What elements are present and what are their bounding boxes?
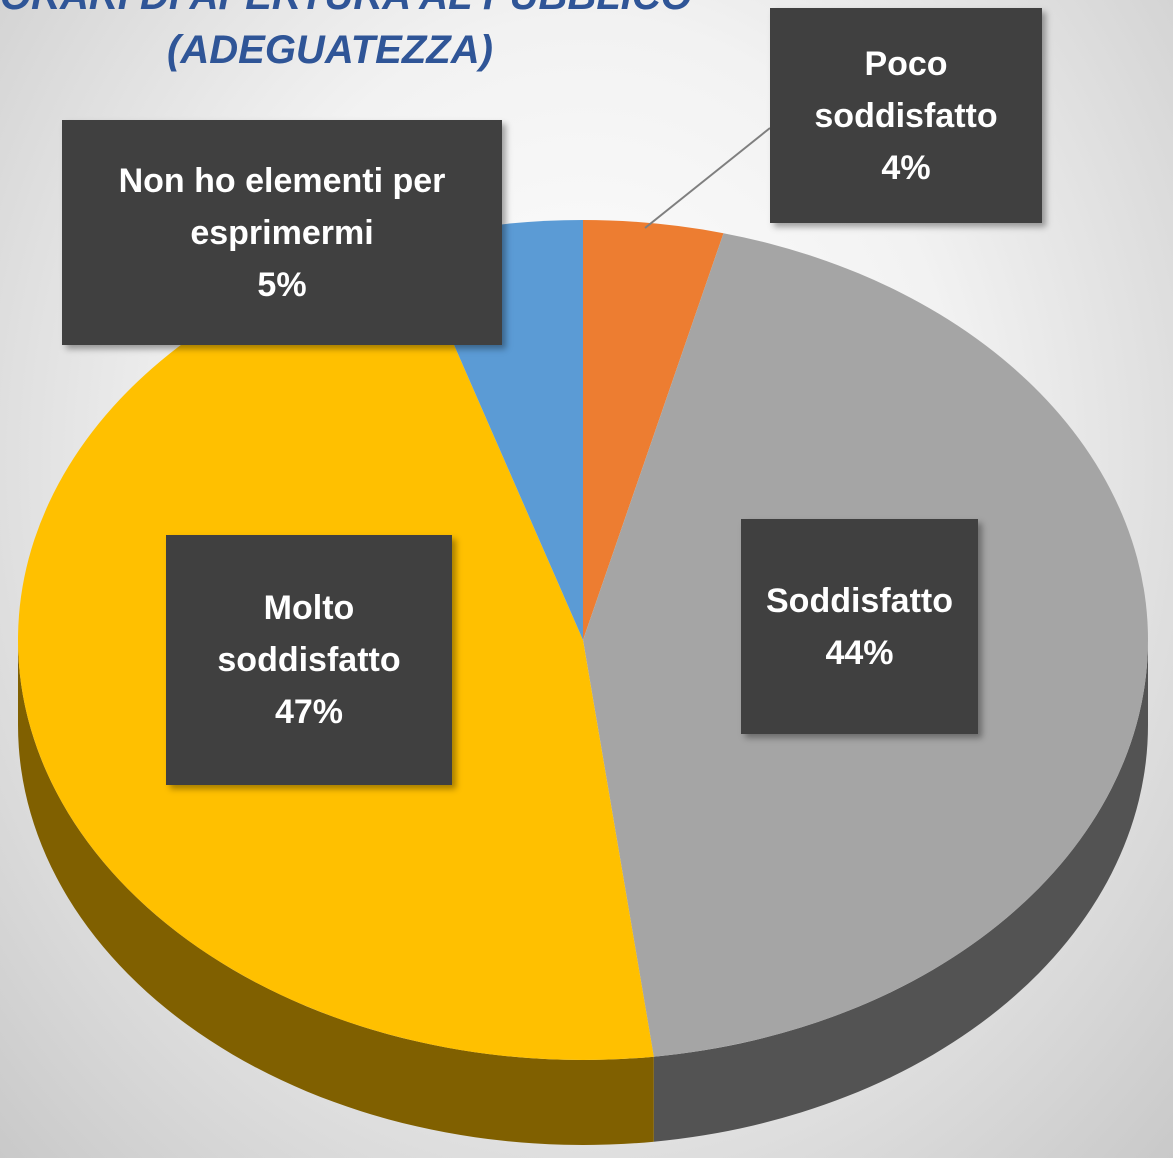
data-label: Soddisfatto 44% <box>741 519 978 734</box>
data-label: Non ho elementi per esprimermi 5% <box>62 120 502 345</box>
pie-slice <box>583 220 724 640</box>
pie-side <box>653 640 1148 1142</box>
chart-title: ORARI DI APERTURA AL PUBBLICO <box>0 0 692 19</box>
label-value: 4% <box>881 148 931 187</box>
leader-line <box>644 127 771 229</box>
label-value: 44% <box>825 633 894 672</box>
label-name: Non ho elementi per esprimermi <box>118 161 446 252</box>
chart-subtitle: (ADEGUATEZZA) <box>167 28 493 72</box>
label-name: Soddisfatto <box>766 581 953 620</box>
pie-side <box>18 640 654 1145</box>
data-label: Poco soddisfatto 4% <box>770 8 1042 223</box>
label-value: 47% <box>274 693 344 731</box>
label-value: 5% <box>257 265 307 304</box>
data-label: Molto soddisfatto 47% <box>166 535 452 785</box>
label-name: Molto soddisfatto <box>217 589 401 679</box>
label-name: Poco soddisfatto <box>814 44 998 135</box>
